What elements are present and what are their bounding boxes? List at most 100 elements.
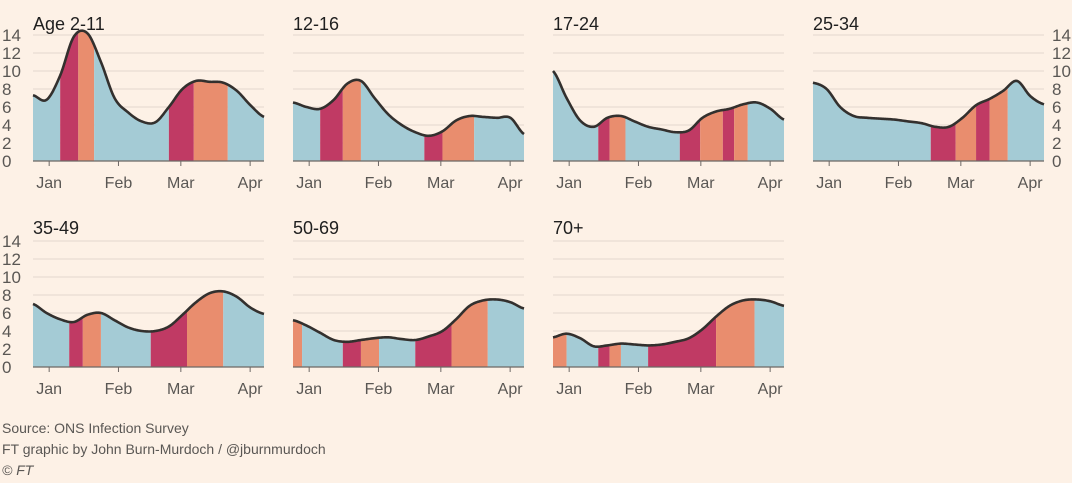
y-tick-label: 6 <box>2 98 11 117</box>
age-panel: Jan Feb Mar Apr 17-24 <box>552 14 785 192</box>
panel-title: 25-34 <box>813 14 859 34</box>
x-tick-label: Apr <box>498 175 524 192</box>
area-segment <box>700 110 723 161</box>
y-tick-label-right: 12 <box>1052 44 1071 63</box>
x-tick-label: Jan <box>556 175 582 192</box>
credit-note: FT graphic by John Burn-Murdoch / @jburn… <box>2 441 326 457</box>
area-segment <box>451 299 488 367</box>
area-segment <box>379 337 416 367</box>
copyright-note: © FT <box>2 462 34 478</box>
area-segment <box>187 291 224 367</box>
area-segment <box>553 333 567 367</box>
x-tick-label: Feb <box>365 381 393 398</box>
y-tick-label-right: 10 <box>1052 62 1071 81</box>
area-segment <box>100 313 151 367</box>
area-segment <box>193 80 228 161</box>
panel-title: 17-24 <box>553 14 599 34</box>
area-segment <box>320 88 343 161</box>
source-note: Source: ONS Infection Survey <box>2 420 189 436</box>
y-tick-label: 14 <box>2 232 21 251</box>
x-tick-label: Feb <box>885 175 913 192</box>
area-segment <box>474 115 524 161</box>
age-panel: Jan Feb Mar Apr Age 2-11 <box>32 14 265 192</box>
age-panel: Jan Feb Mar Apr 35-49 <box>32 218 265 398</box>
age-panel: Jan Feb Mar Apr 12-16 <box>292 14 525 192</box>
area-segment <box>487 299 524 367</box>
area-segment <box>679 119 701 161</box>
area-segment <box>342 79 361 161</box>
series-line <box>812 79 1045 129</box>
y-tick-label: 4 <box>2 322 11 341</box>
area-segment <box>609 115 626 161</box>
area-segment <box>415 323 452 367</box>
y-tick-label: 10 <box>2 268 21 287</box>
series-line <box>292 298 525 344</box>
x-tick-label: Jan <box>296 381 322 398</box>
age-panel: Jan Feb Mar Apr 25-34 <box>812 14 1045 192</box>
area-segment <box>716 299 755 367</box>
panel-title: 35-49 <box>33 218 79 238</box>
area-segment <box>976 98 990 161</box>
y-tick-label: 12 <box>2 44 21 63</box>
y-tick-label-right: 6 <box>1052 98 1061 117</box>
area-segment <box>625 117 680 161</box>
x-tick-label: Apr <box>238 175 264 192</box>
area-segment <box>813 82 931 161</box>
y-tick-label: 12 <box>2 250 21 269</box>
y-tick-label-right: 2 <box>1052 134 1061 153</box>
series-line <box>552 298 785 349</box>
x-tick-label: Mar <box>427 381 455 398</box>
series-line <box>552 70 785 134</box>
area-segment <box>598 345 610 367</box>
x-tick-label: Mar <box>687 175 715 192</box>
area-segment <box>293 102 321 161</box>
area-segment <box>609 343 621 367</box>
x-tick-label: Feb <box>105 381 133 398</box>
x-tick-label: Jan <box>296 175 322 192</box>
y-tick-label: 0 <box>2 152 11 171</box>
x-tick-label: Apr <box>238 381 264 398</box>
x-tick-label: Feb <box>625 175 653 192</box>
area-segment <box>227 84 264 161</box>
y-tick-label: 14 <box>2 26 21 45</box>
panel-title: 50-69 <box>293 218 339 238</box>
x-tick-label: Mar <box>167 175 195 192</box>
y-tick-label: 0 <box>2 358 11 377</box>
x-tick-label: Mar <box>167 381 195 398</box>
x-tick-label: Mar <box>427 175 455 192</box>
x-tick-label: Apr <box>1018 175 1044 192</box>
y-tick-label: 6 <box>2 304 11 323</box>
x-tick-label: Mar <box>947 175 975 192</box>
y-tick-label-right: 8 <box>1052 80 1061 99</box>
series-line <box>292 78 525 138</box>
x-tick-label: Jan <box>816 175 842 192</box>
y-tick-label: 8 <box>2 80 11 99</box>
x-tick-label: Apr <box>758 381 784 398</box>
y-tick-label-right: 4 <box>1052 116 1061 135</box>
area-segment <box>69 317 83 367</box>
x-tick-label: Apr <box>498 381 524 398</box>
x-tick-label: Jan <box>556 381 582 398</box>
area-segment <box>566 333 599 367</box>
area-segment <box>620 343 649 367</box>
area-segment <box>302 323 343 367</box>
area-segment <box>360 337 380 367</box>
y-tick-label: 4 <box>2 116 11 135</box>
age-panel: Jan Feb Mar Apr 50-69 <box>292 218 525 398</box>
series-line <box>32 289 265 333</box>
x-tick-label: Jan <box>36 175 62 192</box>
area-segment <box>82 312 101 367</box>
area-segment <box>33 75 61 161</box>
area-segment <box>598 117 610 161</box>
area-segment <box>342 340 361 367</box>
area-segment <box>722 107 735 161</box>
x-tick-label: Feb <box>625 381 653 398</box>
area-segment <box>734 103 748 161</box>
area-segment <box>442 115 475 161</box>
age-panel: Jan Feb Mar Apr 70+ <box>552 218 785 398</box>
area-segment <box>930 123 956 161</box>
y-tick-label: 8 <box>2 286 11 305</box>
x-tick-label: Mar <box>687 381 715 398</box>
series-line <box>32 29 265 125</box>
